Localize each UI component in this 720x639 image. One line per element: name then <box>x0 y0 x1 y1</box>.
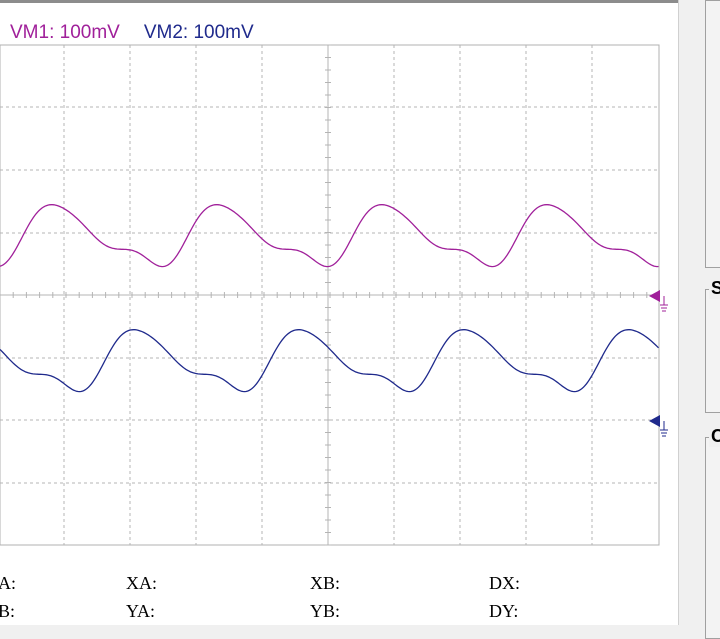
readout-dy-label: DY: <box>489 601 519 621</box>
readout-a-label: A: <box>0 573 16 593</box>
readout-xa-label: XA: <box>126 573 157 593</box>
window-top-border <box>0 0 678 3</box>
readout-dx-label: DX: <box>489 573 520 593</box>
oscilloscope-screen[interactable] <box>0 0 678 625</box>
grid <box>0 45 659 545</box>
center-axes <box>0 44 659 546</box>
readout-b-label: B: <box>0 601 16 621</box>
readout-ya-label: YA: <box>126 601 156 621</box>
vm2-trace <box>0 329 659 393</box>
readout-yb-label: YB: <box>310 601 341 621</box>
sidebar-section-2-title: S <box>709 278 720 299</box>
vm2-ground-marker[interactable] <box>649 415 668 437</box>
sidebar-section-3 <box>705 437 720 639</box>
sidebar-section-1 <box>705 0 720 268</box>
vm1-trace <box>0 204 659 268</box>
sidebar-section-3-title: C <box>709 426 720 447</box>
vm1-ground-marker[interactable] <box>649 290 668 312</box>
sidebar-section-2 <box>705 289 720 413</box>
channel-labels: VM1: 100mV VM2: 100mV <box>10 22 254 44</box>
vm2-scale-label: VM2: 100mV <box>143 22 254 43</box>
readout-xb-label: XB: <box>310 573 341 593</box>
vm1-scale-label: VM1: 100mV <box>10 22 120 43</box>
cursor-readouts: A: B: XA: YA: XB: YB: DX: DY: <box>0 570 678 625</box>
right-sidebar: S C <box>678 0 720 639</box>
